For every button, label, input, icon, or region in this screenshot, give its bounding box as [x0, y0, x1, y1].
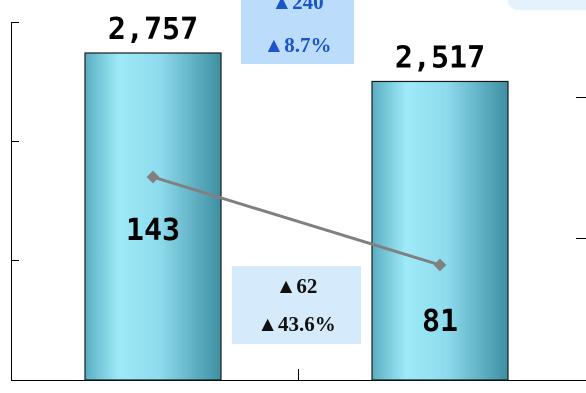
- bar-change-annotation: ▲240 ▲8.7%: [241, 0, 354, 64]
- line-value-label: 81: [422, 304, 458, 339]
- line-series-path: [152, 175, 441, 267]
- bar-value-label: 2,757: [108, 12, 198, 47]
- line-change-percent: ▲43.6%: [257, 312, 336, 336]
- line-value-label: 143: [126, 213, 180, 248]
- bar-change-amount: ▲240: [271, 0, 324, 14]
- line-change-annotation: ▲62 ▲43.6%: [232, 266, 361, 344]
- corner-tab: [508, 0, 586, 10]
- line-change-amount: ▲62: [275, 274, 318, 298]
- bar: [371, 80, 509, 381]
- bar: [84, 52, 222, 381]
- line-point-marker: [146, 170, 160, 184]
- line-point-marker: [433, 258, 447, 272]
- bar-value-label: 2,517: [395, 40, 485, 75]
- bar-change-percent: ▲8.7%: [263, 33, 332, 57]
